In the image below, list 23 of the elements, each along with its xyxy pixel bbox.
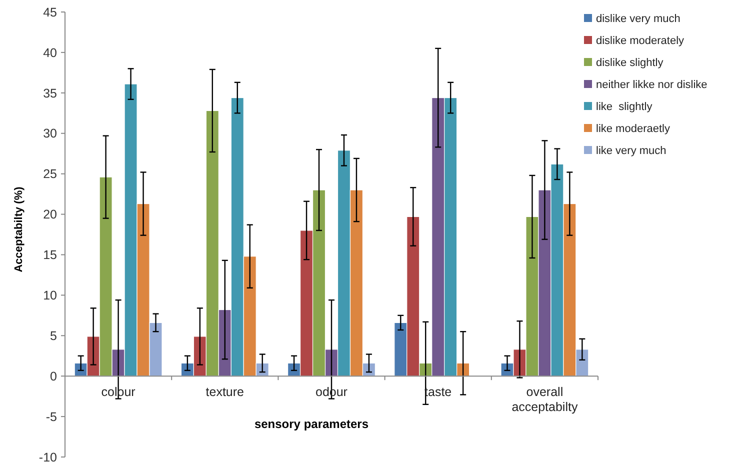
y-axis-title: Acceptabilty (%) [13, 186, 25, 272]
y-tick-label: 45 [43, 5, 58, 20]
x-tick-label: texture [206, 385, 244, 400]
legend-label: dislike slightly [596, 56, 664, 69]
y-tick-label: 30 [43, 126, 58, 141]
legend-label: like very much [596, 144, 666, 157]
legend-label: dislike moderately [596, 34, 685, 47]
y-tick-label: -10 [38, 450, 58, 464]
y-tick-label: 15 [43, 248, 58, 262]
y-tick-label: 20 [43, 208, 58, 222]
legend-label: neither likke nor dislike [596, 78, 708, 91]
y-tick-label: 40 [43, 46, 58, 60]
y-tick-label: -5 [46, 410, 58, 424]
legend-label: dislike very much [596, 12, 680, 25]
y-tick-label: 10 [43, 288, 58, 303]
y-tick-label: 25 [43, 167, 58, 182]
x-axis-title: sensory parameters [254, 417, 369, 432]
x-tick-label: overall acceptabilty [512, 385, 578, 414]
legend-label: like moderaetly [596, 122, 670, 135]
legend-label: like slightly [596, 100, 653, 113]
y-tick-label: 0 [50, 369, 58, 384]
y-tick-label: 5 [50, 329, 58, 344]
y-tick-label: 35 [43, 86, 58, 100]
